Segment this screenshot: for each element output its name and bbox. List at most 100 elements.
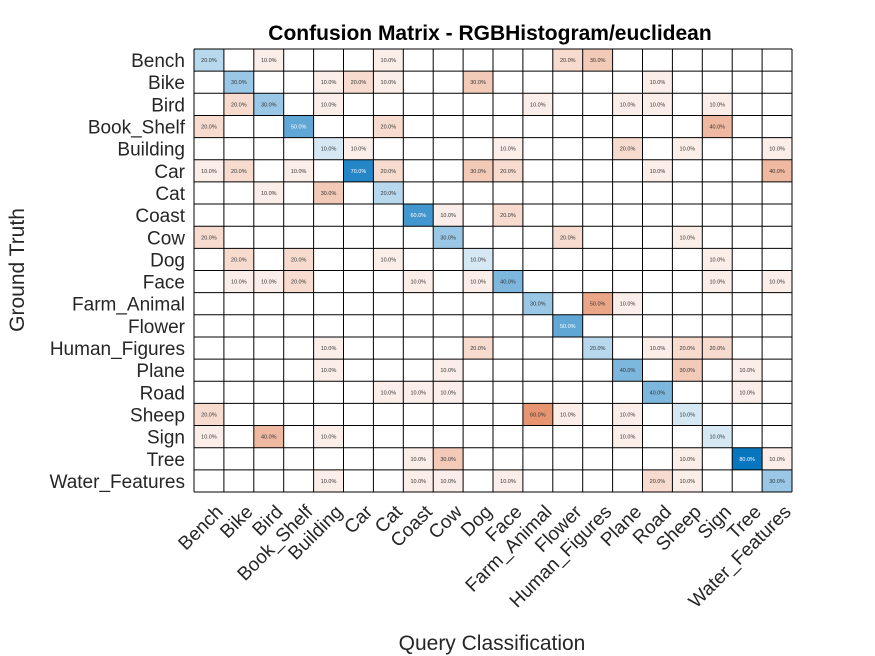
cell-value-label: 20.0%	[231, 169, 247, 175]
cell-Sheep-Sheep	[672, 403, 703, 426]
cell-value-label: 40.0%	[261, 435, 277, 441]
cell-value-label: 20.0%	[620, 147, 636, 153]
y-tick-label: Coast	[135, 206, 185, 227]
cell-Flower-Flower	[552, 314, 583, 337]
cell-value-label: 10.0%	[201, 435, 217, 441]
cell-value-label: 30.0%	[769, 479, 785, 485]
cell-value-label: 10.0%	[650, 169, 666, 175]
cell-Human_Figures-Dog	[463, 336, 493, 360]
cell-value-label: 20.0%	[650, 479, 666, 485]
cell-Building-Plane	[612, 137, 643, 160]
cell-value-label: 60.0%	[410, 213, 426, 219]
y-tick-label: Flower	[128, 317, 186, 338]
cell-Bench-Bird	[253, 49, 284, 72]
cell-Building-Sheep	[672, 137, 703, 160]
cell-Car-Dog	[463, 159, 493, 182]
cell-value-label: 10.0%	[680, 147, 696, 153]
cell-Bike-Car	[343, 71, 374, 94]
cell-value-label: 10.0%	[410, 479, 426, 485]
cell-Plane-Tree	[732, 359, 763, 382]
cell-Bird-Plane	[612, 93, 643, 116]
cell-Sign-Bird	[253, 425, 284, 448]
cell-value-label: 40.0%	[620, 368, 636, 374]
cell-Cow-Flower	[552, 226, 583, 249]
cell-Face-Water_Features	[762, 270, 792, 293]
cell-Book_Shelf-Book_Shelf	[283, 115, 314, 138]
cell-value-label: 20.0%	[201, 58, 217, 64]
cell-value-label: 10.0%	[410, 457, 426, 463]
y-tick-label: Sheep	[130, 405, 185, 426]
cell-value-label: 70.0%	[351, 169, 367, 175]
y-tick-label: Plane	[136, 361, 185, 382]
cell-Road-Tree	[732, 381, 763, 404]
cell-Water_Features-Sheep	[672, 469, 703, 492]
cell-Bench-Flower	[552, 49, 583, 72]
cell-value-label: 30.0%	[590, 58, 606, 64]
cell-value-label: 30.0%	[440, 235, 456, 241]
cell-Car-Bike	[223, 159, 254, 182]
cell-Car-Bench	[194, 159, 224, 182]
cell-Dog-Sign	[702, 248, 733, 271]
cell-value-label: 10.0%	[650, 80, 666, 86]
cell-value-label: 40.0%	[769, 169, 785, 175]
cell-value-label: 10.0%	[709, 280, 725, 286]
y-tick-label: Cat	[155, 184, 185, 205]
cell-Plane-Cow	[433, 359, 464, 382]
cell-value-label: 20.0%	[291, 280, 307, 286]
cell-value-label: 30.0%	[261, 102, 277, 108]
cell-Human_Figures-Sign	[702, 336, 733, 360]
cell-Bird-Sign	[702, 93, 733, 116]
cell-value-label: 10.0%	[410, 390, 426, 396]
cell-Bird-Road	[642, 93, 673, 116]
cell-value-label: 20.0%	[381, 125, 397, 131]
cell-value-label: 30.0%	[321, 191, 337, 197]
cell-Plane-Sheep	[672, 359, 703, 382]
cell-Tree-Tree	[732, 447, 763, 470]
cell-Farm_Animal-Plane	[612, 292, 643, 315]
cell-value-label: 20.0%	[470, 346, 486, 352]
cell-Bike-Dog	[463, 71, 493, 94]
y-tick-label: Sign	[147, 428, 185, 449]
cell-value-label: 10.0%	[321, 147, 337, 153]
cell-value-label: 10.0%	[709, 257, 725, 263]
cell-value-label: 30.0%	[440, 457, 456, 463]
cell-value-label: 10.0%	[680, 235, 696, 241]
cell-value-label: 10.0%	[650, 346, 666, 352]
cell-value-label: 20.0%	[231, 257, 247, 263]
cell-value-label: 30.0%	[231, 80, 247, 86]
y-axis-label: Ground Truth	[6, 208, 29, 332]
cell-Plane-Plane	[612, 359, 643, 382]
cell-value-label: 10.0%	[769, 457, 785, 463]
cell-value-label: 20.0%	[381, 169, 397, 175]
cell-Dog-Cat	[373, 248, 404, 271]
cell-value-label: 10.0%	[620, 302, 636, 308]
y-tick-label: Dog	[150, 250, 185, 271]
y-tick-label: Water_Features	[49, 472, 185, 493]
cell-Building-Water_Features	[762, 137, 792, 160]
y-tick-label: Cow	[147, 228, 185, 249]
cell-value-label: 10.0%	[381, 390, 397, 396]
cell-value-label: 10.0%	[261, 280, 277, 286]
cell-Face-Book_Shelf	[283, 270, 314, 293]
cell-Cow-Cow	[433, 226, 464, 249]
heatmap-grid	[193, 48, 793, 493]
cell-value-label: 40.0%	[709, 125, 725, 131]
chart-title: Confusion Matrix - RGBHistogram/euclidea…	[268, 22, 711, 45]
cell-Sign-Bench	[194, 425, 224, 448]
cell-value-label: 10.0%	[321, 80, 337, 86]
cell-Coast-Face	[493, 204, 523, 227]
cell-value-label: 10.0%	[351, 147, 367, 153]
y-tick-label: Building	[117, 140, 185, 161]
cell-Human_Figures-Road	[642, 336, 673, 360]
cell-value-label: 20.0%	[381, 191, 397, 197]
cell-value-label: 10.0%	[709, 435, 725, 441]
y-tick-label: Bench	[131, 51, 185, 72]
cell-value-label: 10.0%	[440, 213, 456, 219]
cell-value-label: 10.0%	[440, 368, 456, 374]
cell-Water_Features-Coast	[403, 469, 434, 492]
cell-value-label: 20.0%	[560, 235, 576, 241]
cell-value-label: 20.0%	[231, 102, 247, 108]
heatmap-cells: 20.0% 10.0% 10.0% 20.0% 30.0% 30.0% 10.0% 20.0%…	[194, 49, 792, 492]
cell-value-label: 10.0%	[381, 58, 397, 64]
